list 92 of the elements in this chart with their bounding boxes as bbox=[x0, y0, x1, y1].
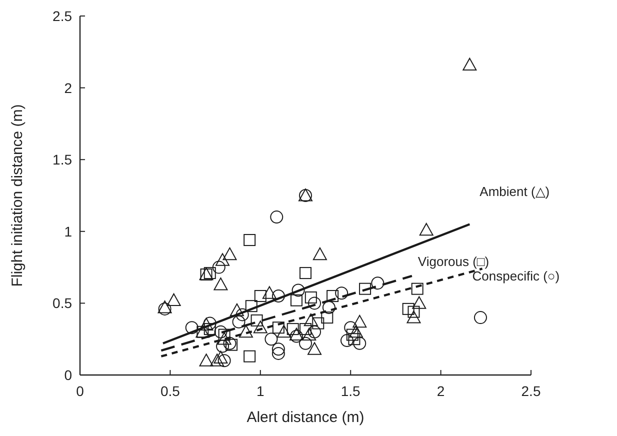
point bbox=[308, 342, 322, 355]
point bbox=[230, 303, 244, 316]
point bbox=[340, 334, 354, 348]
point bbox=[346, 328, 358, 341]
point bbox=[232, 315, 246, 328]
point bbox=[304, 291, 317, 304]
point bbox=[359, 282, 372, 295]
point bbox=[223, 336, 236, 350]
point bbox=[250, 314, 263, 326]
point bbox=[462, 58, 477, 71]
y-tick-label: 2 bbox=[64, 80, 72, 96]
point bbox=[218, 328, 230, 341]
point bbox=[204, 267, 216, 280]
point bbox=[308, 325, 322, 338]
point bbox=[264, 332, 278, 346]
text: Ambient (△) bbox=[480, 184, 550, 200]
point bbox=[300, 267, 312, 280]
point bbox=[203, 316, 216, 330]
point bbox=[302, 328, 316, 340]
point bbox=[352, 314, 367, 328]
point bbox=[474, 311, 487, 324]
point bbox=[290, 294, 302, 306]
point bbox=[335, 286, 348, 300]
point bbox=[185, 321, 198, 334]
point bbox=[222, 247, 237, 260]
point bbox=[406, 310, 421, 324]
point bbox=[276, 324, 291, 338]
y-axis-title: Flight initiation distance (m) bbox=[9, 104, 26, 287]
point bbox=[254, 290, 266, 302]
point bbox=[312, 317, 324, 330]
x-tick-label: 0 bbox=[76, 383, 84, 399]
point bbox=[236, 308, 249, 322]
point bbox=[402, 302, 414, 315]
series-label: Conspecific (○) bbox=[472, 268, 560, 284]
point bbox=[244, 350, 256, 362]
point bbox=[216, 253, 230, 266]
point bbox=[253, 320, 268, 334]
y-tick-label: 2.5 bbox=[52, 8, 72, 24]
point bbox=[272, 346, 285, 360]
point bbox=[419, 222, 434, 236]
point bbox=[272, 290, 285, 303]
x-tick-label: 0.5 bbox=[160, 383, 180, 399]
y-tick-label: 0.5 bbox=[52, 295, 72, 312]
point bbox=[411, 282, 424, 295]
point bbox=[321, 312, 334, 324]
point bbox=[312, 247, 327, 260]
point bbox=[353, 336, 366, 350]
x-axis-title: Alert distance (m) bbox=[246, 409, 364, 426]
point bbox=[212, 260, 226, 274]
point bbox=[218, 354, 231, 368]
x-tick-label: 2.5 bbox=[521, 383, 541, 399]
point bbox=[214, 278, 228, 290]
point bbox=[272, 342, 285, 356]
point bbox=[226, 338, 238, 351]
point bbox=[244, 234, 256, 246]
point bbox=[199, 354, 214, 366]
point bbox=[199, 318, 214, 330]
point bbox=[408, 306, 420, 318]
point bbox=[412, 296, 426, 309]
point bbox=[290, 330, 303, 343]
y-tick-label: 0 bbox=[64, 367, 72, 383]
point bbox=[238, 324, 253, 338]
point bbox=[216, 340, 230, 353]
point bbox=[344, 321, 358, 334]
point bbox=[214, 350, 228, 364]
series-label: Vigorous (□) bbox=[418, 254, 490, 269]
x-tick-label: 2 bbox=[436, 383, 445, 399]
point bbox=[262, 286, 276, 299]
point bbox=[300, 323, 312, 336]
point bbox=[292, 284, 305, 297]
point bbox=[214, 325, 228, 338]
point bbox=[245, 300, 258, 312]
point bbox=[270, 210, 284, 224]
point bbox=[217, 332, 232, 345]
y-tick-label: 1 bbox=[64, 223, 72, 240]
point bbox=[286, 323, 299, 336]
point bbox=[322, 301, 336, 314]
point bbox=[289, 328, 304, 340]
point bbox=[299, 336, 312, 350]
point bbox=[304, 313, 318, 326]
point bbox=[308, 296, 322, 310]
point bbox=[371, 276, 384, 290]
point bbox=[349, 324, 364, 338]
point bbox=[348, 333, 360, 346]
x-tick-label: 1.5 bbox=[340, 383, 361, 399]
point bbox=[166, 293, 181, 306]
point bbox=[326, 290, 339, 302]
x-tick-label: 1 bbox=[256, 383, 264, 399]
point bbox=[210, 354, 224, 366]
point bbox=[204, 323, 216, 336]
point bbox=[272, 322, 284, 334]
y-tick-label: 1.5 bbox=[52, 152, 72, 168]
